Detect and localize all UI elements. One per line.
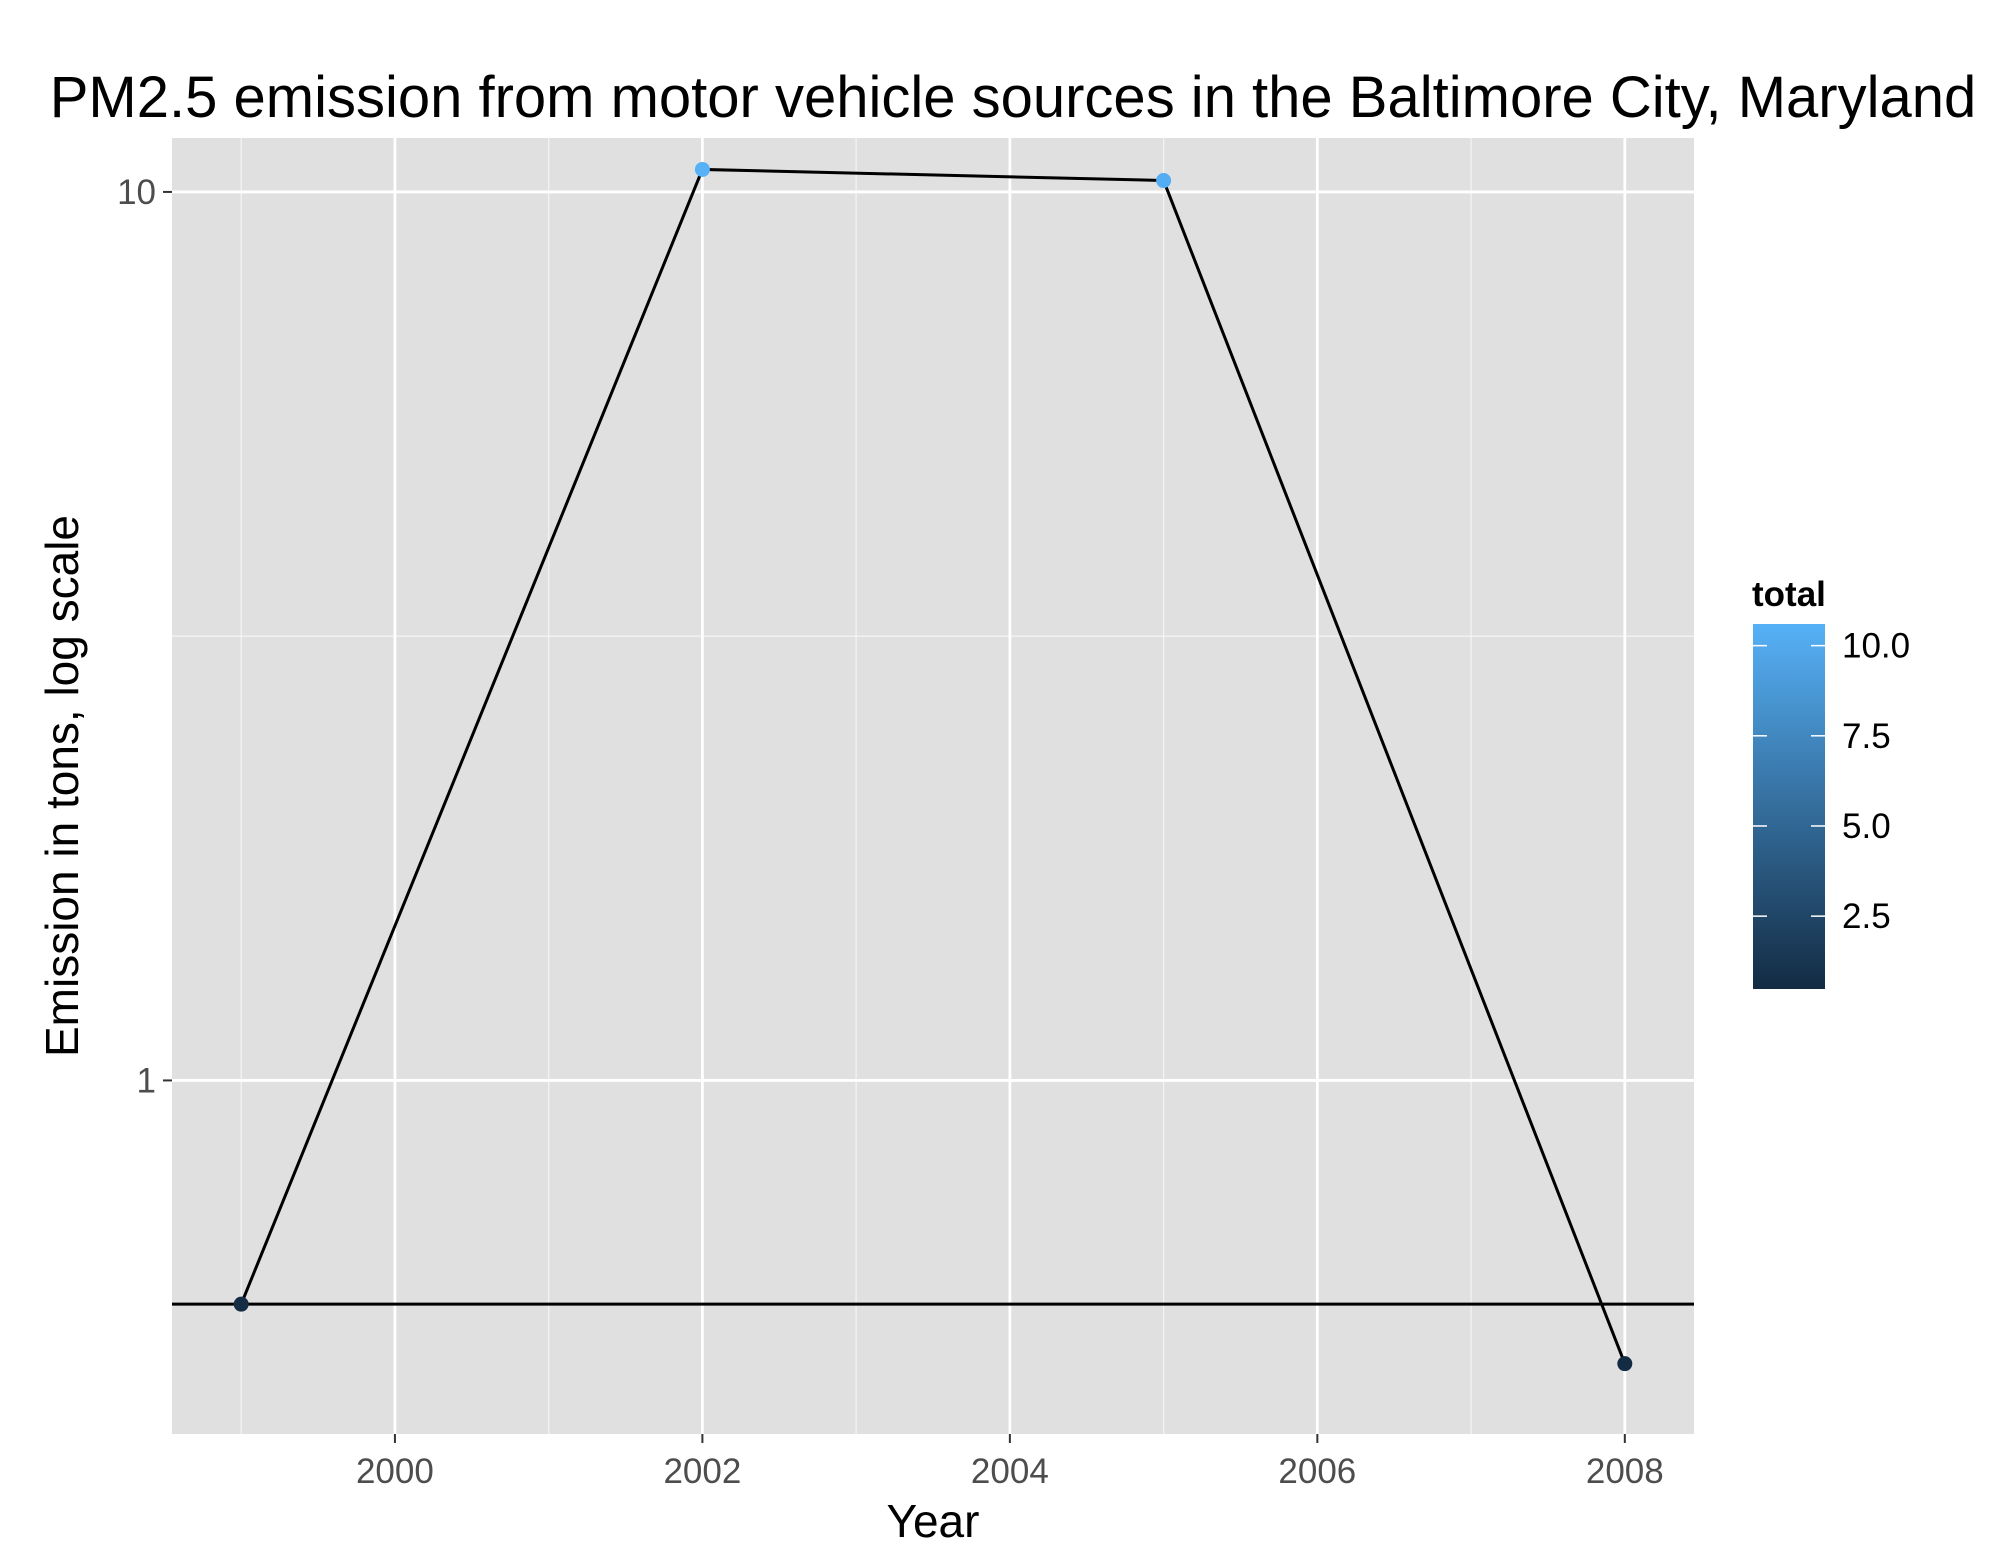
data-point: [1617, 1356, 1633, 1372]
data-point: [233, 1296, 249, 1312]
chart-title: PM2.5 emission from motor vehicle source…: [50, 65, 1977, 130]
data-points: [233, 161, 1633, 1372]
x-tick-label: 2004: [971, 1452, 1049, 1491]
legend-title: total: [1752, 575, 1826, 614]
y-tick-label: 10: [117, 173, 156, 212]
x-tick-label: 2000: [356, 1452, 434, 1491]
colorbar-label: 7.5: [1842, 717, 1891, 756]
colorbar-label: 10.0: [1842, 627, 1910, 666]
x-axis-ticks: 2000 2002 2004 2006 2008: [356, 1434, 1664, 1491]
x-tick-label: 2002: [663, 1452, 741, 1491]
x-axis-title: Year: [887, 1495, 980, 1547]
data-point: [694, 161, 710, 177]
y-axis-title: Emission in tons, log scale: [36, 515, 88, 1057]
plot-panel: [172, 138, 1694, 1434]
data-point: [1156, 173, 1172, 189]
y-axis-ticks: 1 10: [117, 173, 172, 1100]
y-tick-label: 1: [137, 1061, 156, 1100]
major-gridlines: [172, 138, 1694, 1434]
x-tick-label: 2006: [1278, 1452, 1356, 1491]
series-line: [239, 167, 1627, 1365]
colorbar-label: 5.0: [1842, 807, 1891, 846]
colorbar-ticks: 2.5 5.0 7.5 10.0: [1753, 627, 1910, 936]
minor-gridlines: [172, 138, 1694, 1434]
legend: total 2.5 5.0 7.5 10.0: [1752, 575, 1910, 989]
x-tick-label: 2008: [1586, 1452, 1664, 1491]
colorbar-label: 2.5: [1842, 897, 1891, 936]
colorbar: [1753, 624, 1825, 989]
